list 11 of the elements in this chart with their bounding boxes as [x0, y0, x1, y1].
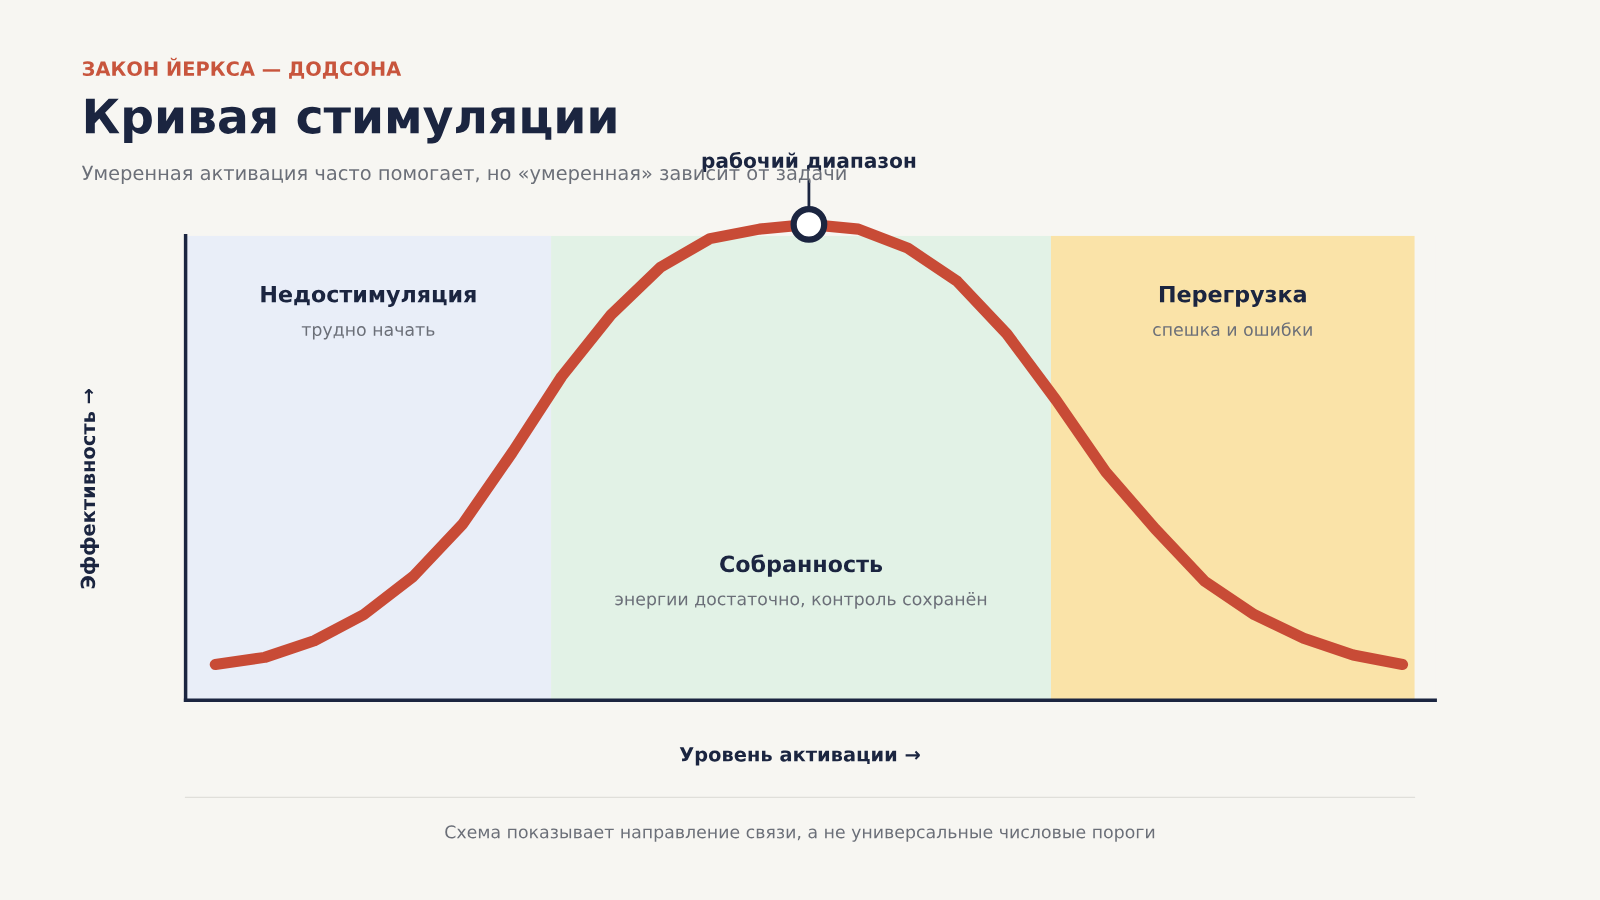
annotation: Перегрузка [1159, 285, 1306, 307]
annotation: спешка и ошибки [1153, 322, 1312, 337]
text: Схема показывает направление связи, а не универсальные числовые пороги [445, 825, 1155, 842]
annotation: энергии достаточно, контроль сохранён [615, 591, 987, 609]
annotation: Собранность [720, 554, 883, 577]
chart-title: Кривая стимуляции [85, 98, 616, 144]
y-axis-title: Эффективность → [80, 388, 100, 589]
x-axis-title: Уровень активации → [679, 747, 920, 766]
text: ЗАКОН ЙЕРКСА — ДОДСОНА [82, 57, 402, 79]
annotation: Недостимуляция [261, 285, 476, 307]
annotation: трудно начать [301, 326, 435, 340]
